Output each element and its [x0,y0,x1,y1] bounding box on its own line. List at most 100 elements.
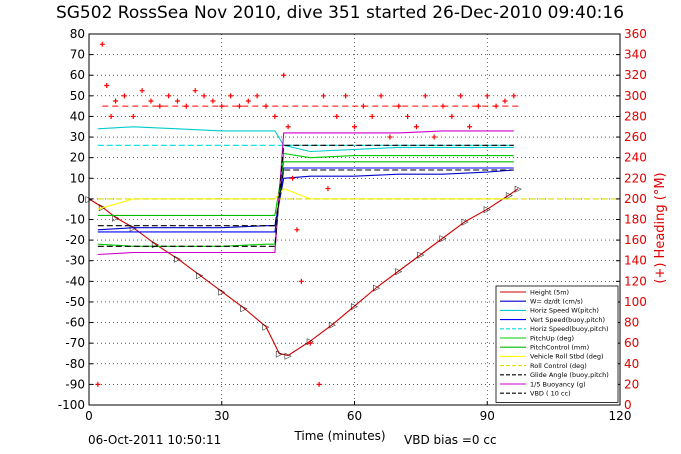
series-line-w [97,169,514,231]
heading-point [113,98,119,104]
heading-point [219,103,225,109]
x-tick-label: 0 [85,409,93,423]
y-tick-label: -80 [65,357,85,371]
right-y-tick-label: 220 [624,171,647,185]
heading-point [413,124,419,130]
height-marker: ▷ [152,240,159,250]
heading-point [431,134,437,140]
y-tick-label: -50 [65,295,85,309]
heading-point [294,227,300,233]
height-marker: ▷ [484,205,491,215]
heading-point [245,98,251,104]
height-marker: ▷ [373,284,380,294]
series-line-vbd [97,144,514,247]
y-tick-label: 60 [70,68,85,82]
heading-point [95,381,101,387]
legend-label: W= dz/dt (cm/s) [530,298,583,306]
legend-label: PitchControl (mm) [530,344,589,352]
heading-point [290,175,296,181]
y-tick-label: 50 [70,89,85,103]
heading-point [307,340,313,346]
heading-point [449,113,455,119]
right-y-tick-label: 100 [624,295,647,309]
height-marker: ▷ [240,304,247,314]
series-line-pitch_control [97,161,514,216]
height-marker: ▷ [440,234,447,244]
heading-point [183,103,189,109]
y-tick-label: 20 [70,151,85,165]
y-tick-label: 0 [77,192,85,206]
heading-point [511,93,517,99]
heading-point [334,113,340,119]
right-y-tick-label: 140 [624,254,647,268]
x-tick-label: 120 [609,409,632,423]
heading-point [458,93,464,99]
legend: Height (5m) W= dz/dt (cm/s)Horiz Speed W(… [495,285,619,403]
legend-label: Vert Speed(buoy,pitch) [530,316,605,324]
right-y-tick-label: 300 [624,89,647,103]
right-y-tick-label: 60 [624,336,639,350]
heading-point [387,134,393,140]
y-tick-label: -70 [65,336,85,350]
y-tick-label: 80 [70,27,85,41]
y-tick-label: 40 [70,109,85,123]
height-marker: ▷ [515,185,522,195]
heading-point [254,93,260,99]
right-y-tick-label: 40 [624,357,639,371]
right-y-tick-label: 20 [624,377,639,391]
legend-label: PitchUp (deg) [530,334,574,342]
height-marker: ▷ [276,349,283,359]
heading-point [263,103,269,109]
heading-point [108,113,114,119]
right-y-tick-label: 340 [624,48,647,62]
heading-point [325,186,331,192]
series-line-vert_speed_buoy [97,167,514,233]
heading-point [475,103,481,109]
y-tick-label: -30 [65,254,85,268]
heading-point [467,124,473,130]
heading-point [228,93,234,99]
height-marker: ▷ [218,288,225,298]
heading-point [369,113,375,119]
heading-point [104,83,110,89]
heading-point [484,93,490,99]
heading-point [502,98,508,104]
legend-label: Height (5m) [530,288,569,296]
heading-point [236,103,242,109]
heading-point [210,98,216,104]
series-line-buoyancy [97,130,514,256]
height-marker: ▷ [112,213,119,223]
heading-series [95,41,519,387]
height-marker: ▷ [130,224,137,234]
right-y-tick-label: 320 [624,68,647,82]
heading-point [281,72,287,78]
y-tick-label: -40 [65,274,85,288]
x-tick-label: 90 [480,409,495,423]
legend-label: 1/5 Buoyancy (g) [530,380,586,388]
legend-label: Horiz Speed(buoy,pitch) [530,325,609,333]
right-axis-label: (+) Heading (°M) [653,172,668,283]
height-marker: ▷ [351,302,358,312]
y-tick-label: 30 [70,130,85,144]
heading-point [272,113,278,119]
height-marker: ▷ [263,323,270,333]
heading-point [360,103,366,109]
y-tick-label: 10 [70,171,85,185]
heading-point [139,88,145,94]
height-marker: ▷ [462,218,469,228]
height-marker: ▷ [417,251,424,261]
heading-point [99,41,105,47]
right-y-tick-label: 80 [624,316,639,330]
chart-title: SG502 RossSea Nov 2010, dive 351 started… [56,3,624,23]
legend-label: Roll Control (deg) [530,362,587,370]
x-tick-label: 60 [347,409,362,423]
heading-point [148,98,154,104]
right-y-tick-label: 200 [624,192,647,206]
heading-point [343,93,349,99]
right-y-tick-label: 180 [624,213,647,227]
series-line-height [88,188,519,357]
x-tick-label: 30 [214,409,229,423]
heading-point [316,381,322,387]
heading-point [493,103,499,109]
